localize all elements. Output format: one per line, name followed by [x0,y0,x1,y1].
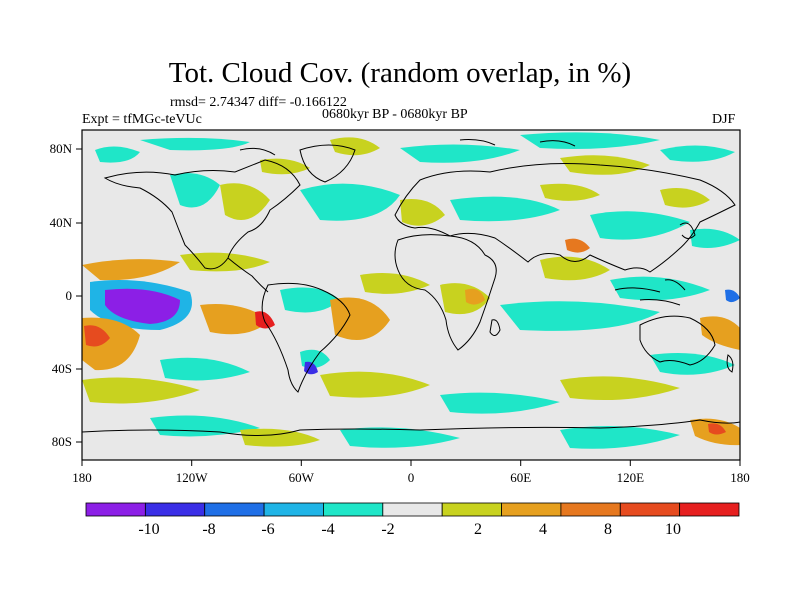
anomaly-region [170,172,220,208]
anomaly-region [520,132,660,149]
anomaly-region [330,137,380,156]
anomaly-region [160,357,250,381]
coastline-south-america [261,282,351,393]
map-title: Tot. Cloud Cov. (random overlap, in %) [168,57,632,89]
stats-label: rmsd= 2.74347 diff= -0.166122 [170,95,347,110]
x-axis-labels: 180 120W 60W 0 60E 120E 180 [72,470,750,485]
anomaly-region [82,377,200,404]
colorbar-swatch [323,502,384,517]
anomaly-region [660,187,710,208]
anomaly-region [200,304,270,335]
anomaly-region [340,427,460,448]
colorbar-swatch [263,502,324,517]
anomaly-region [300,183,400,221]
anomaly-region [725,289,740,303]
coastline-africa [394,234,497,351]
colorbar-swatch [382,502,443,517]
coastline-antarctica [82,419,740,437]
colorbar-label: 4 [539,521,547,538]
colorbar-swatch [144,502,206,517]
experiment-label: Expt = tfMGc-teVUc [82,112,202,127]
anomaly-region [360,272,430,294]
y-axis-labels: 80N 40N 0 40S 80S [50,141,73,449]
anomaly-region [82,259,180,281]
anomaly-region [540,183,600,201]
anomaly-region [400,199,445,226]
anomaly-region [330,297,390,340]
anomaly-region [400,144,520,163]
colorbar-swatch [679,502,740,517]
colorbar-label: -4 [321,521,334,538]
anomaly-region [95,146,140,163]
axis-ticks [76,148,741,466]
coastline-eurasia [394,163,736,273]
colorbar-label: -8 [202,521,215,538]
colorbar-label: 2 [474,521,482,538]
anomaly-region [240,428,320,447]
period-label: 0680kyr BP - 0680kyr BP [322,107,468,122]
colorbar-label: -10 [138,521,159,538]
anomaly-region [260,158,310,175]
coastlines [82,139,740,437]
anomaly-region [560,376,680,401]
anomaly-region [255,311,275,329]
colorbar-swatch [560,502,621,517]
anomaly-region [450,196,560,222]
anomaly-region [650,352,735,375]
colorbar-swatch [85,502,146,517]
x-tick-label: 180 [730,470,750,485]
anomaly-region [560,426,680,449]
anomaly-region [220,183,270,220]
anomaly-region [320,371,430,398]
coastline-central-america [227,257,269,293]
coastline-new-zealand [726,354,734,373]
anomaly-region [708,423,726,435]
colorbar [85,502,740,517]
colorbar-label: 8 [604,521,612,538]
anomaly-region [610,276,710,301]
season-label: DJF [712,112,736,127]
anomaly-region [84,325,110,347]
coastline-north-america [103,159,301,270]
anomaly-region [660,145,735,162]
colorbar-swatch [204,502,265,517]
anomaly-region [590,211,690,240]
colorbar-swatch [501,502,562,517]
x-tick-label: 180 [72,470,92,485]
anomaly-region [150,415,260,437]
y-tick-label: 40N [50,215,73,230]
coastline-greenland [299,144,356,183]
anomaly-region [465,288,485,305]
coastline-madagascar [489,319,501,336]
y-tick-label: 80S [52,434,72,449]
y-tick-label: 80N [50,141,73,156]
anomaly-region [500,301,660,331]
colorbar-swatch [441,502,502,517]
x-tick-label: 60W [289,470,315,485]
anomaly-region [700,316,740,350]
coastline-australia [639,315,716,366]
anomaly-region [440,392,560,414]
x-tick-label: 60E [510,470,531,485]
colorbar-swatch [619,502,681,517]
anomaly-region [140,137,250,151]
x-tick-label: 120W [176,470,209,485]
colorbar-label: -6 [261,521,274,538]
anomaly-region [105,288,180,324]
colorbar-labels: -10 -8 -6 -4 -2 2 4 8 10 [138,521,681,538]
anomaly-region [690,228,740,248]
y-tick-label: 0 [66,288,73,303]
colorbar-label: 10 [665,521,681,538]
y-tick-label: 40S [52,361,72,376]
coastline-japan [679,222,696,239]
anomaly-region [565,238,590,253]
x-tick-label: 120E [617,470,645,485]
coastline-indonesia [614,279,686,306]
anomaly-region [280,287,340,313]
anomaly-region [540,256,610,281]
x-tick-label: 0 [408,470,415,485]
coastline-arctic-islands [239,139,576,156]
colorbar-label: -2 [381,521,394,538]
